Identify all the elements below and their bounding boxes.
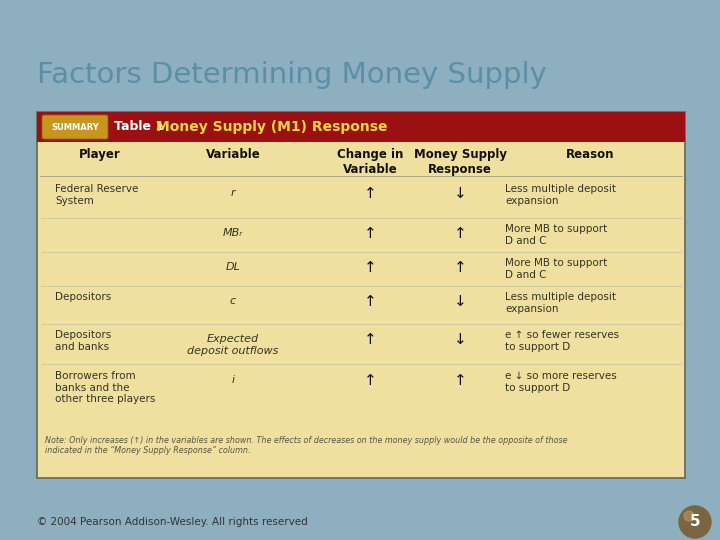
- Text: SUMMARY: SUMMARY: [51, 123, 99, 132]
- Text: c: c: [230, 296, 236, 306]
- Text: ↑: ↑: [364, 294, 377, 309]
- Text: ↑: ↑: [454, 260, 467, 275]
- Text: ↑: ↑: [364, 373, 377, 388]
- Text: ↑: ↑: [364, 332, 377, 347]
- Text: Depositors: Depositors: [55, 292, 112, 302]
- Text: ↑: ↑: [454, 226, 467, 241]
- Text: Money Supply
Response: Money Supply Response: [413, 148, 506, 176]
- Text: Borrowers from
banks and the
other three players: Borrowers from banks and the other three…: [55, 371, 156, 404]
- Text: Reason: Reason: [566, 148, 614, 161]
- Text: ↑: ↑: [364, 186, 377, 201]
- Text: ↑: ↑: [454, 373, 467, 388]
- Text: © 2004 Pearson Addison-Wesley. All rights reserved: © 2004 Pearson Addison-Wesley. All right…: [37, 517, 307, 527]
- Text: 5: 5: [690, 515, 701, 530]
- Text: r: r: [230, 188, 235, 198]
- Text: Expected
deposit outflows: Expected deposit outflows: [187, 334, 279, 356]
- Text: Table 1: Table 1: [114, 120, 164, 133]
- Text: e ↑ so fewer reserves
to support D: e ↑ so fewer reserves to support D: [505, 330, 619, 352]
- Bar: [37, 112, 685, 142]
- Text: e ↓ so more reserves
to support D: e ↓ so more reserves to support D: [505, 371, 617, 393]
- Text: ↓: ↓: [454, 186, 467, 201]
- Text: Federal Reserve
System: Federal Reserve System: [55, 184, 138, 206]
- Bar: [37, 112, 685, 478]
- Text: Money Supply (M1) Response: Money Supply (M1) Response: [156, 120, 387, 134]
- Text: i: i: [231, 375, 235, 385]
- Text: Player: Player: [79, 148, 121, 161]
- Text: More MB to support
D and C: More MB to support D and C: [505, 224, 607, 246]
- Circle shape: [679, 506, 711, 538]
- Text: Less multiple deposit
expansion: Less multiple deposit expansion: [505, 292, 616, 314]
- Text: ↑: ↑: [364, 226, 377, 241]
- Text: ↑: ↑: [364, 260, 377, 275]
- Text: Variable: Variable: [206, 148, 261, 161]
- Text: DL: DL: [225, 262, 240, 272]
- Text: Depositors
and banks: Depositors and banks: [55, 330, 112, 352]
- Text: Change in
Variable: Change in Variable: [337, 148, 403, 176]
- FancyBboxPatch shape: [42, 115, 108, 139]
- Text: MBᵣ: MBᵣ: [223, 228, 243, 238]
- Circle shape: [684, 511, 694, 521]
- Text: Factors Determining Money Supply: Factors Determining Money Supply: [37, 61, 547, 89]
- Text: Note: Only increases (↑) in the variables are shown. The effects of decreases on: Note: Only increases (↑) in the variable…: [45, 436, 567, 455]
- Text: Less multiple deposit
expansion: Less multiple deposit expansion: [505, 184, 616, 206]
- Text: ↓: ↓: [454, 294, 467, 309]
- Text: More MB to support
D and C: More MB to support D and C: [505, 258, 607, 280]
- Text: ↓: ↓: [454, 332, 467, 347]
